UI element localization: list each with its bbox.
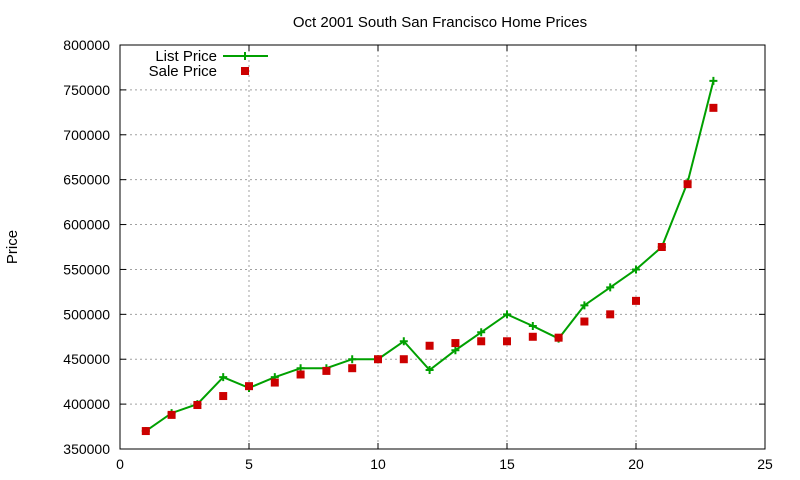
list-price-point	[528, 322, 537, 331]
list-price-point	[580, 301, 589, 310]
x-tick-label: 20	[628, 456, 644, 472]
legend-sale-price-marker	[241, 67, 249, 75]
y-tick-label: 750000	[63, 82, 110, 98]
sale-price-point	[683, 180, 692, 189]
sale-price-point	[399, 355, 408, 364]
x-tick-label: 0	[116, 456, 124, 472]
sale-price-point	[141, 427, 150, 436]
list-price-point	[632, 265, 640, 274]
series-list-price	[141, 76, 718, 436]
y-axis-title: Price	[4, 230, 21, 264]
sale-price-point	[580, 317, 589, 326]
sale-price-point	[451, 339, 460, 348]
list-price-point	[348, 355, 357, 364]
list-price-line	[145, 80, 715, 432]
chart-title: Oct 2001 South San Francisco Home Prices	[293, 14, 587, 31]
plot-area-frame	[119, 44, 766, 450]
sale-price-point	[167, 410, 176, 419]
list-price-point	[451, 346, 460, 355]
legend-list-price-marker	[241, 52, 249, 60]
x-tick-label: 15	[499, 456, 515, 472]
y-tick-label: 350000	[63, 441, 110, 457]
sale-price-point	[193, 401, 202, 410]
x-tick-label: 10	[370, 456, 386, 472]
grid-lines	[120, 45, 765, 449]
axis-ticks: 0 5 10 15 20 25 350000 400000 450000 500000 550000…	[63, 37, 773, 472]
list-price-point	[399, 337, 408, 346]
legend-label: List Price	[155, 48, 217, 65]
list-price-point	[606, 283, 615, 292]
y-tick-label: 800000	[63, 37, 110, 53]
sale-price-point	[348, 364, 357, 373]
sale-price-point	[296, 370, 305, 379]
sale-price-point	[245, 382, 253, 391]
y-tick-label: 650000	[63, 172, 110, 188]
list-price-point	[425, 365, 434, 374]
sale-price-point	[503, 337, 511, 346]
sale-price-point	[632, 296, 640, 305]
y-tick-label: 700000	[63, 127, 110, 143]
sale-price-point	[606, 310, 615, 319]
list-price-point	[219, 373, 228, 382]
sale-price-point	[554, 333, 563, 342]
data-series	[141, 76, 718, 436]
list-price-point	[503, 310, 511, 319]
sale-price-point	[709, 103, 718, 112]
legend-label: Sale Price	[149, 63, 217, 80]
y-tick-label: 550000	[63, 261, 110, 277]
sale-price-point	[322, 366, 331, 375]
x-tick-label: 25	[757, 456, 773, 472]
y-tick-label: 500000	[63, 306, 110, 322]
series-sale-price	[141, 103, 718, 436]
list-price-point	[477, 328, 486, 337]
y-tick-label: 400000	[63, 396, 110, 412]
sale-price-point	[528, 332, 537, 341]
sale-price-point	[219, 392, 228, 401]
sale-price-point	[425, 341, 434, 350]
y-tick-label: 450000	[63, 351, 110, 367]
sale-price-point	[477, 337, 486, 346]
x-tick-label: 5	[245, 456, 253, 472]
y-tick-label: 600000	[63, 217, 110, 233]
sale-price-point	[374, 355, 382, 364]
list-price-point	[709, 76, 718, 85]
sale-price-point	[657, 243, 666, 251]
sale-price-point	[270, 378, 279, 387]
